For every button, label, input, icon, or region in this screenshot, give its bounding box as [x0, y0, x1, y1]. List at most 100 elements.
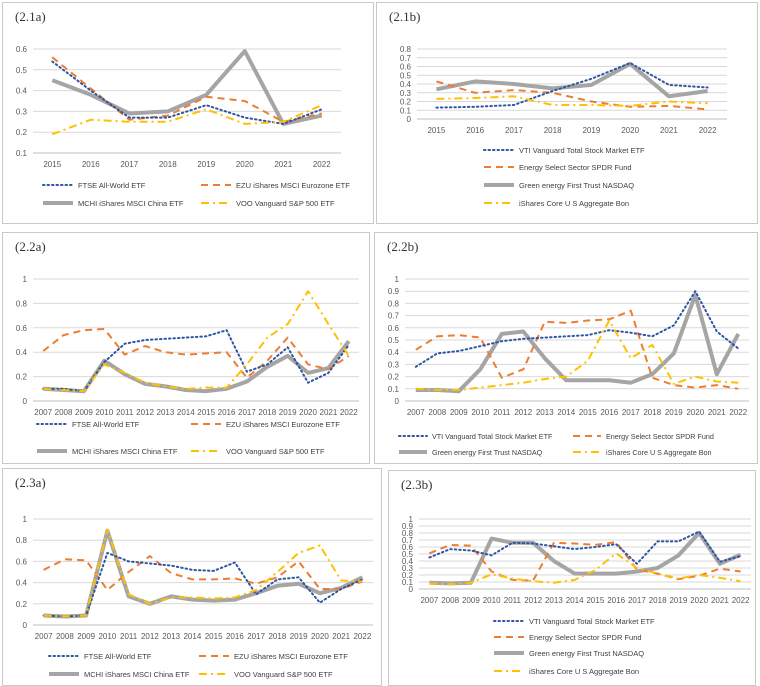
y-tick-label: 0.8: [388, 299, 400, 308]
x-tick-label: 2019: [669, 596, 687, 605]
x-tick-label: 2016: [82, 160, 100, 169]
y-tick-label: 0.8: [402, 529, 414, 538]
series-line-dot: [435, 62, 709, 109]
x-tick-label: 2022: [313, 160, 331, 169]
x-tick-label: 2022: [340, 408, 358, 417]
y-tick-label: 0.7: [400, 54, 412, 63]
x-tick-label: 2015: [197, 408, 215, 417]
y-tick-label: 0.1: [16, 149, 28, 158]
x-tick-label: 2018: [159, 160, 177, 169]
series-line-dot: [51, 60, 323, 125]
x-tick-label: 2011: [504, 596, 522, 605]
x-tick-label: 2021: [320, 408, 338, 417]
y-tick-label: 0.8: [400, 45, 412, 54]
series-line-dashdot: [429, 552, 741, 586]
legend-label: MCHI iShares MSCI China ETF: [78, 199, 184, 208]
legend-label: VTI Vanguard Total Stock Market ETF: [519, 146, 645, 155]
y-tick-label: 0.6: [16, 45, 28, 54]
y-tick-label: 1: [23, 515, 28, 524]
x-tick-label: 2022: [732, 596, 750, 605]
y-tick-label: 0.3: [388, 360, 400, 369]
x-tick-label: 2007: [420, 596, 438, 605]
y-tick-label: 0.2: [16, 128, 28, 137]
x-tick-label: 2015: [427, 126, 445, 135]
y-tick-label: 0.3: [402, 564, 414, 573]
x-tick-label: 2008: [441, 596, 459, 605]
x-tick-label: 2017: [505, 126, 523, 135]
y-tick-label: 0.2: [16, 373, 28, 382]
legend-label: FTSE All-World ETF: [84, 652, 152, 661]
x-tick-label: 2021: [711, 596, 729, 605]
y-tick-label: 0: [407, 115, 412, 124]
x-tick-label: 2008: [56, 632, 74, 641]
x-tick-label: 2019: [665, 408, 683, 417]
y-tick-label: 0.6: [400, 63, 412, 72]
x-tick-label: 2019: [582, 126, 600, 135]
series-line-solid: [415, 292, 741, 394]
y-tick-label: 0.5: [402, 550, 414, 559]
x-tick-label: 2010: [95, 408, 113, 417]
chart-panel-2-2b: (2.2b) 0 0.1 0.2 0.3 0.4 0.5 0.6 0.7 0.8 0.9 1 2007…: [374, 232, 758, 464]
series-line-dash: [436, 80, 708, 111]
chart-panel-2-1a: (2.1a) 0.1 0.2 0.3 0.4 0.5 0.6 2015 2016 2017 201…: [2, 2, 374, 224]
x-tick-label: 2014: [557, 408, 575, 417]
series-line-solid: [435, 61, 708, 99]
chart-title: (2.3a): [15, 475, 46, 490]
legend-label: VTI Vanguard Total Stock Market ETF: [529, 617, 655, 626]
legend-label: EZU iShares MSCI Eurozone ETF: [236, 181, 350, 190]
legend-label: FTSE All-World ETF: [72, 420, 140, 429]
y-tick-label: 0.8: [16, 536, 28, 545]
x-tick-label: 2021: [332, 632, 350, 641]
x-tick-label: 2017: [247, 632, 265, 641]
x-tick-label: 2017: [238, 408, 256, 417]
legend-label: VOO Vanguard S&P 500 ETF: [226, 447, 325, 456]
x-tick-label: 2014: [183, 632, 201, 641]
chart-panel-2-3a: (2.3a) 0 0.2 0.4 0.6 0.8 1 2007 2008 2009 2010 201…: [2, 468, 382, 686]
x-tick-label: 2021: [708, 408, 726, 417]
x-tick-label: 2020: [299, 408, 317, 417]
chart-title: (2.1a): [15, 9, 46, 24]
x-tick-label: 2016: [600, 408, 618, 417]
legend-label: VTI Vanguard Total Stock Market ETF: [432, 432, 553, 441]
y-tick-label: 0: [395, 397, 400, 406]
y-tick-label: 0.6: [16, 557, 28, 566]
x-tick-label: 2008: [428, 408, 446, 417]
x-tick-label: 2013: [162, 632, 180, 641]
x-tick-label: 2020: [690, 596, 708, 605]
y-tick-label: 0.4: [16, 348, 28, 357]
x-tick-label: 2020: [621, 126, 639, 135]
chart-svg: 00.10.20.30.40.50.60.70.8 2015 2016 2017 201…: [400, 45, 727, 208]
legend-label: Green energy First Trust NASDAQ: [529, 649, 644, 658]
y-tick-label: 0.4: [400, 80, 412, 89]
legend-label: Green energy First Trust NASDAQ: [432, 448, 543, 457]
x-tick-label: 2016: [226, 632, 244, 641]
y-tick-label: 0.6: [16, 324, 28, 333]
y-tick-label: 0.8: [16, 299, 28, 308]
x-tick-label: 2017: [628, 596, 646, 605]
series-line-solid: [51, 49, 323, 126]
x-tick-label: 2022: [699, 126, 717, 135]
y-tick-label: 0.7: [402, 536, 414, 545]
legend-label: Energy Select Sector SPDR Fund: [519, 163, 632, 172]
x-tick-label: 2017: [120, 160, 138, 169]
chart-svg: 0.1 0.2 0.3 0.4 0.5 0.6 2015 2016 2017 2018 2019 20…: [16, 45, 350, 208]
x-tick-label: 2011: [116, 408, 134, 417]
x-tick-label: 2020: [311, 632, 329, 641]
x-tick-label: 2012: [524, 596, 542, 605]
x-tick-label: 2016: [218, 408, 236, 417]
x-tick-label: 2010: [471, 408, 489, 417]
x-tick-label: 2015: [43, 160, 61, 169]
x-tick-label: 2020: [236, 160, 254, 169]
series-line-dot: [428, 530, 742, 565]
x-tick-label: 2019: [290, 632, 308, 641]
legend-label: EZU iShares MSCI Eurozone ETF: [226, 420, 340, 429]
y-tick-label: 0.3: [400, 89, 412, 98]
y-tick-label: 0.1: [400, 106, 412, 115]
x-tick-label: 2018: [643, 408, 661, 417]
legend-label: VOO Vanguard S&P 500 ETF: [234, 670, 333, 679]
x-tick-label: 2010: [483, 596, 501, 605]
x-tick-label: 2014: [566, 596, 584, 605]
y-tick-label: 0.9: [388, 287, 400, 296]
